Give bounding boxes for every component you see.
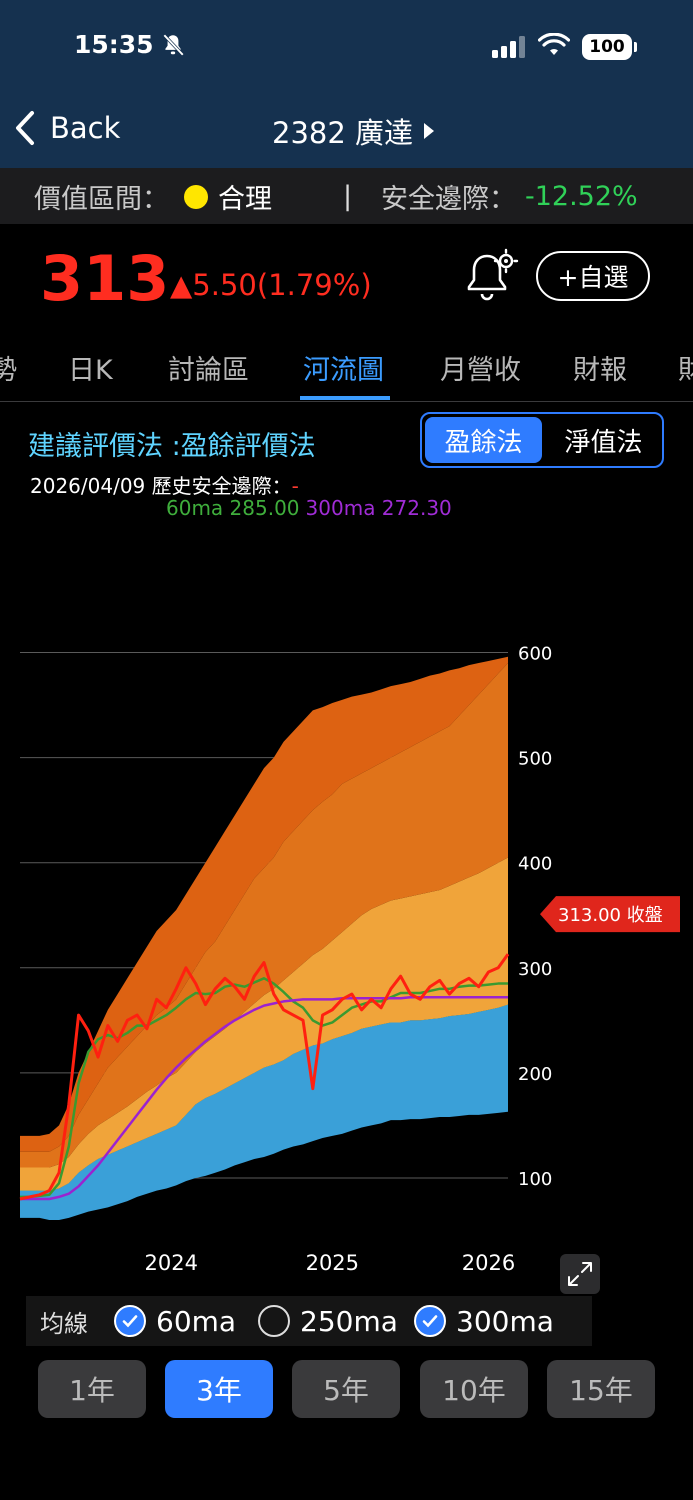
ma-toggle-row: 均線 60ma 250ma 300ma — [26, 1296, 592, 1346]
expand-chart-button[interactable] — [560, 1254, 600, 1294]
y-tick-label: 200 — [518, 1064, 552, 1085]
method-segmented-control: 盈餘法 淨值法 — [420, 412, 664, 468]
tab-more[interactable]: 財 — [678, 355, 693, 386]
back-button[interactable]: Back — [14, 108, 120, 148]
x-tick-label: 2026 — [462, 1251, 515, 1275]
checkmark-icon — [114, 1305, 146, 1337]
chevron-left-icon — [16, 111, 34, 145]
caret-right-icon — [424, 123, 435, 139]
ma300-toggle[interactable]: 300ma — [414, 1305, 554, 1338]
history-margin-line: 2026/04/09 歷史安全邊際：- — [30, 470, 299, 499]
tab-monthly-revenue[interactable]: 月營收 — [440, 355, 521, 386]
river-band-0 — [20, 1004, 508, 1220]
checkmark-icon — [414, 1305, 446, 1337]
range-5y-button[interactable]: 5年 — [292, 1360, 400, 1418]
closing-price-tag — [540, 896, 680, 933]
y-tick-label: 600 — [518, 644, 552, 665]
price: 313 — [40, 242, 170, 315]
status-time: 15:35 — [74, 30, 154, 59]
river-band-4 — [20, 656, 508, 1152]
tab-trend[interactable]: 勢 — [0, 355, 17, 386]
ma-toggle-title: 均線 — [40, 1309, 88, 1338]
tab-bar: 勢 日K 討論區 河流圖 月營收 財報 財 — [0, 330, 693, 402]
y-tick-label: 400 — [518, 854, 552, 875]
ma300-toggle-label: 300ma — [456, 1304, 554, 1338]
ma300-line — [20, 995, 508, 1201]
valuation-bar: 價值區間： 合理 | 安全邊際： -12.52% — [0, 168, 693, 224]
y-tick-label: 100 — [518, 1169, 552, 1190]
history-margin-value: - — [291, 474, 299, 498]
ma60-toggle[interactable]: 60ma — [114, 1305, 236, 1338]
tab-river-chart[interactable]: 河流圖 — [303, 355, 384, 386]
range-15y-button[interactable]: 15年 — [547, 1360, 655, 1418]
ma250-toggle-label: 250ma — [300, 1304, 398, 1338]
river-band-3 — [20, 663, 508, 1168]
safety-margin-label: 安全邊際： — [381, 183, 516, 215]
stock-title-button[interactable]: 2382 廣達 — [272, 110, 435, 152]
price-line — [19, 953, 510, 1201]
tab-discussion[interactable]: 討論區 — [168, 355, 249, 386]
valuation-value: 合理 — [218, 183, 272, 215]
valuation-dot-icon — [184, 185, 208, 209]
separator: | — [343, 180, 353, 212]
earnings-method-button[interactable]: 盈餘法 — [425, 417, 542, 463]
top-header: 15:35 100 Back 2382 廣達 — [0, 0, 693, 168]
y-tick-label: 300 — [518, 959, 552, 980]
x-tick-label: 2025 — [306, 1251, 359, 1275]
range-10y-button[interactable]: 10年 — [420, 1360, 528, 1418]
valuation-method-title: 建議評價法 :盈餘評價法 — [28, 431, 316, 462]
ma-values-line: 60ma 285.00 300ma 272.30 — [166, 496, 452, 520]
price-change: ▲5.50(1.79%) — [170, 268, 372, 302]
safety-margin-value: -12.52% — [525, 180, 638, 212]
bell-off-icon — [163, 34, 184, 56]
valuation-label: 價值區間： — [34, 183, 169, 215]
book-value-method-button[interactable]: 淨值法 — [564, 427, 643, 458]
range-1y-button[interactable]: 1年 — [38, 1360, 146, 1418]
history-margin-label: 2026/04/09 歷史安全邊際： — [30, 474, 292, 498]
unchecked-circle-icon — [258, 1305, 290, 1337]
stock-title: 2382 廣達 — [272, 116, 414, 150]
battery-indicator: 100 — [582, 34, 637, 60]
add-watchlist-button[interactable]: +自選 — [536, 251, 650, 301]
ma60-value: 60ma 285.00 — [166, 496, 300, 520]
tab-financials[interactable]: 財報 — [573, 355, 627, 386]
alert-settings-icon[interactable] — [462, 248, 520, 304]
wifi-icon — [538, 33, 570, 55]
ma60-toggle-label: 60ma — [156, 1304, 237, 1338]
tab-daily-k[interactable]: 日K — [68, 355, 113, 386]
ma250-toggle[interactable]: 250ma — [258, 1305, 398, 1338]
y-tick-label: 500 — [518, 749, 552, 770]
back-label: Back — [50, 111, 121, 145]
closing-price-label: 313.00 收盤 — [558, 905, 663, 926]
expand-icon — [568, 1262, 592, 1286]
active-tab-indicator — [300, 396, 390, 400]
signal-icon — [492, 36, 525, 58]
x-tick-label: 2024 — [145, 1251, 198, 1275]
range-3y-button[interactable]: 3年 — [165, 1360, 273, 1418]
ma300-value: 300ma 272.30 — [305, 496, 452, 520]
river-chart[interactable]: 100 200 300 400 500 600 2024 2025 2026 313.00 收盤 — [0, 560, 693, 1280]
